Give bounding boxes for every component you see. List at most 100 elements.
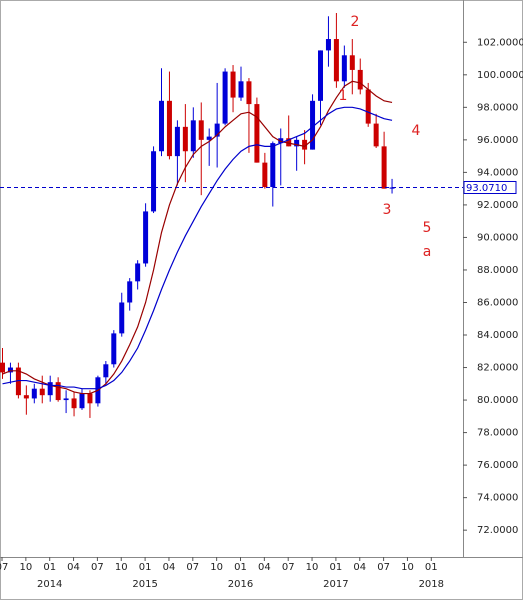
x-tick-label: 07: [186, 562, 199, 573]
candle-body: [159, 100, 164, 152]
moving-average-line: [2, 106, 393, 390]
year-label: 2016: [228, 579, 253, 590]
candle-body: [278, 138, 284, 144]
candle-body: [381, 146, 387, 189]
candle-body: [135, 263, 141, 282]
y-tick-label: 100.0000: [477, 70, 523, 81]
wave-annotation: a: [423, 244, 432, 260]
candle-body: [182, 126, 188, 152]
candle-body: [63, 398, 69, 401]
candle-body: [238, 81, 244, 98]
x-tick-label: 01: [234, 562, 247, 573]
x-tick-label: 07: [377, 562, 390, 573]
candle-body: [166, 100, 172, 157]
candle-body: [222, 71, 228, 124]
y-tick-label: 92.0000: [477, 200, 518, 211]
candle-body: [31, 388, 37, 399]
y-tick-label: 94.0000: [477, 167, 518, 178]
y-tick-label: 72.0000: [477, 525, 518, 536]
wave-annotation: 3: [383, 202, 392, 218]
candle-body: [214, 123, 220, 137]
candle-body: [318, 50, 323, 101]
x-tick-label: 07: [91, 562, 104, 573]
y-tick-label: 86.0000: [477, 297, 518, 308]
candle-body: [270, 143, 276, 188]
x-tick-label: 10: [210, 562, 223, 573]
candle-body: [87, 393, 93, 404]
candle-body: [246, 81, 252, 105]
wave-annotation: 5: [423, 220, 432, 236]
y-tick-label: 76.0000: [477, 460, 518, 471]
x-tick-label: 01: [330, 562, 343, 573]
candle-body: [151, 151, 157, 212]
candle-body: [119, 302, 125, 334]
candle-body: [294, 139, 300, 147]
x-tick-label: 10: [401, 562, 414, 573]
x-tick-label: 07: [282, 562, 295, 573]
candle-body: [23, 395, 29, 399]
y-tick-label: 82.0000: [477, 363, 518, 374]
candle-body: [333, 39, 339, 82]
y-tick-label: 102.0000: [477, 37, 523, 48]
candle-body: [325, 39, 331, 51]
x-tick-label: 04: [258, 562, 271, 573]
candle-body: [55, 382, 61, 401]
x-tick-label: 01: [139, 562, 152, 573]
candle-body: [7, 367, 13, 373]
candle-body: [111, 333, 117, 365]
candle-body: [310, 100, 316, 150]
y-tick-label: 74.0000: [477, 493, 518, 504]
y-tick-label: 90.0000: [477, 232, 518, 243]
candle-body: [47, 382, 53, 396]
wave-annotation: 2: [351, 14, 360, 30]
x-tick-label: 01: [425, 562, 438, 573]
candle-body: [39, 388, 45, 396]
x-tick-label: 04: [67, 562, 80, 573]
year-label: 2017: [323, 579, 348, 590]
candle-body: [262, 162, 268, 188]
x-tick-label: 04: [163, 562, 176, 573]
candle-body: [357, 69, 363, 90]
candle-body: [190, 120, 196, 152]
candle-body: [341, 55, 347, 82]
candle-body: [0, 362, 5, 373]
candle-body: [127, 281, 133, 303]
candle-body: [254, 104, 260, 163]
candle-body: [174, 126, 180, 157]
y-tick-label: 80.0000: [477, 395, 518, 406]
moving-average-line: [2, 80, 393, 395]
x-tick-label: 10: [306, 562, 319, 573]
candle-body: [373, 123, 379, 147]
candle-body: [389, 187, 395, 189]
candle-body: [15, 367, 21, 396]
candle-body: [302, 139, 308, 150]
y-tick-label: 96.0000: [477, 135, 518, 146]
candle-body: [79, 393, 85, 409]
x-tick-label: 10: [19, 562, 32, 573]
y-tick-label: 98.0000: [477, 102, 518, 113]
y-tick-label: 78.0000: [477, 428, 518, 439]
y-tick-label: 84.0000: [477, 330, 518, 341]
candle-body: [286, 138, 292, 147]
x-tick-label: 04: [353, 562, 366, 573]
wave-annotation: 1: [339, 88, 348, 104]
year-label: 2018: [419, 579, 444, 590]
last-price-box: [463, 180, 517, 194]
last-price-label: 93.0710: [466, 183, 507, 194]
x-tick-label: 10: [115, 562, 128, 573]
year-label: 2015: [132, 579, 157, 590]
year-label: 2014: [37, 579, 62, 590]
candle-body: [71, 398, 77, 409]
candle-body: [349, 55, 355, 70]
candle-body: [365, 89, 371, 124]
x-tick-label: 07: [0, 562, 8, 573]
candle-body: [198, 120, 204, 140]
wave-annotation: 4: [412, 123, 421, 139]
candle-body: [143, 211, 149, 264]
y-tick-label: 88.0000: [477, 265, 518, 276]
candle-body: [103, 364, 109, 378]
candle-body: [230, 71, 236, 98]
x-tick-label: 01: [43, 562, 56, 573]
